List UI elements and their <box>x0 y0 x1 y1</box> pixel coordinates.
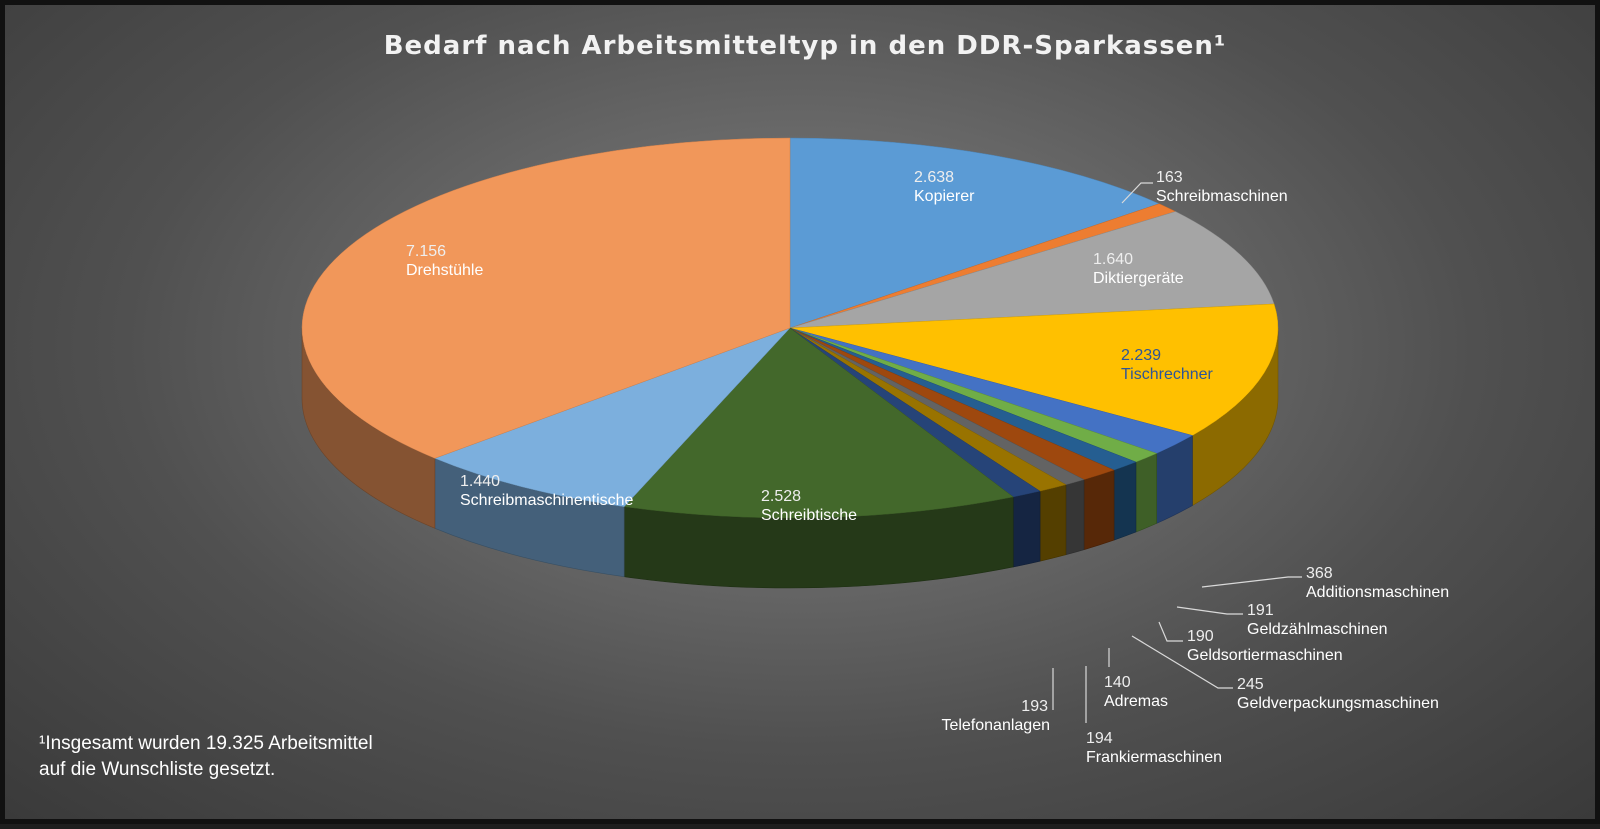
data-label-category-telefonanlagen: Telefonanlagen <box>941 717 1050 734</box>
data-label-category-schreibtische: Schreibtische <box>761 507 857 524</box>
data-label-value-kopierer: 2.638 <box>914 169 954 186</box>
data-label-category-diktiergeraete: Diktiergeräte <box>1093 270 1184 287</box>
footnote: ¹Insgesamt wurden 19.325 Arbeitsmittel a… <box>39 731 373 783</box>
pie-chart: Bedarf nach Arbeitsmitteltyp in den DDR-… <box>301 31 1449 766</box>
data-label-value-telefonanlagen: 193 <box>1021 698 1048 715</box>
data-label-category-geldsortiermaschinen: Geldsortiermaschinen <box>1187 647 1343 664</box>
leader-line-geldzaehlmaschinen <box>1176 606 1243 615</box>
leader-line-geldverpackungsmaschinen <box>1131 635 1233 689</box>
pie-side-geldsortiermaschinen <box>1113 461 1137 541</box>
footnote-line-2: auf die Wunschliste gesetzt. <box>39 759 276 780</box>
pie-side-telefonanlagen <box>1012 490 1041 568</box>
data-label-value-schreibmaschinentische: 1.440 <box>460 473 500 490</box>
data-label-category-tischrechner: Tischrechner <box>1121 366 1214 383</box>
data-label-value-geldsortiermaschinen: 190 <box>1187 628 1214 645</box>
data-label-value-geldzaehlmaschinen: 191 <box>1247 602 1274 619</box>
pie-sides <box>301 327 1279 589</box>
pie-slice-diktiergeraete <box>789 211 1275 329</box>
pie-slice-schreibmaschinentische <box>434 327 791 507</box>
data-label-value-schreibmaschinen: 163 <box>1156 169 1183 186</box>
pie-slice-schreibtische <box>623 327 1014 519</box>
leader-line-geldsortiermaschinen <box>1158 621 1183 642</box>
data-label-value-drehstuehle: 7.156 <box>406 243 446 260</box>
chart-title: Bedarf nach Arbeitsmitteltyp in den DDR-… <box>384 31 1227 61</box>
pie-slice-kopierer <box>789 137 1160 329</box>
data-label-value-adremas: 140 <box>1104 674 1131 691</box>
pie-slice-tischrechner <box>789 303 1279 436</box>
data-label-value-additionsmaschinen: 368 <box>1306 565 1333 582</box>
pie-side-adremas <box>1065 479 1085 556</box>
pie-side-frankiermaschinen <box>1039 484 1067 562</box>
data-label-category-additionsmaschinen: Additionsmaschinen <box>1306 584 1449 601</box>
data-label-value-tischrechner: 2.239 <box>1121 347 1161 364</box>
data-label-value-geldverpackungsmaschinen: 245 <box>1237 676 1264 693</box>
footnote-line-1: ¹Insgesamt wurden 19.325 Arbeitsmittel <box>39 733 373 754</box>
leader-line-schreibmaschinen <box>1121 182 1153 204</box>
pie-slice-drehstuehle <box>301 137 791 459</box>
pie-side-geldzaehlmaschinen <box>1135 452 1157 533</box>
pie-tops <box>301 137 1279 519</box>
data-label-category-adremas: Adremas <box>1104 693 1168 710</box>
data-label-value-schreibtische: 2.528 <box>761 488 801 505</box>
pie-side-geldverpackungsmaschinen <box>1083 469 1115 551</box>
pie-labels: 2.638 Kopierer 163 Schreibmaschinen 1.640 Dik… <box>406 169 1449 766</box>
data-label-category-kopierer: Kopierer <box>914 188 975 205</box>
data-label-category-drehstuehle: Drehstühle <box>406 262 483 279</box>
data-label-category-geldzaehlmaschinen: Geldzählmaschinen <box>1247 621 1388 638</box>
data-label-category-geldverpackungsmaschinen: Geldverpackungsmaschinen <box>1237 695 1439 712</box>
data-label-value-diktiergeraete: 1.640 <box>1093 251 1133 268</box>
leader-line-additionsmaschinen <box>1201 576 1302 588</box>
data-label-category-frankiermaschinen: Frankiermaschinen <box>1086 749 1222 766</box>
data-label-value-frankiermaschinen: 194 <box>1086 730 1113 747</box>
data-label-category-schreibmaschinentische: Schreibmaschinentische <box>460 492 634 509</box>
data-label-category-schreibmaschinen: Schreibmaschinen <box>1156 188 1288 205</box>
